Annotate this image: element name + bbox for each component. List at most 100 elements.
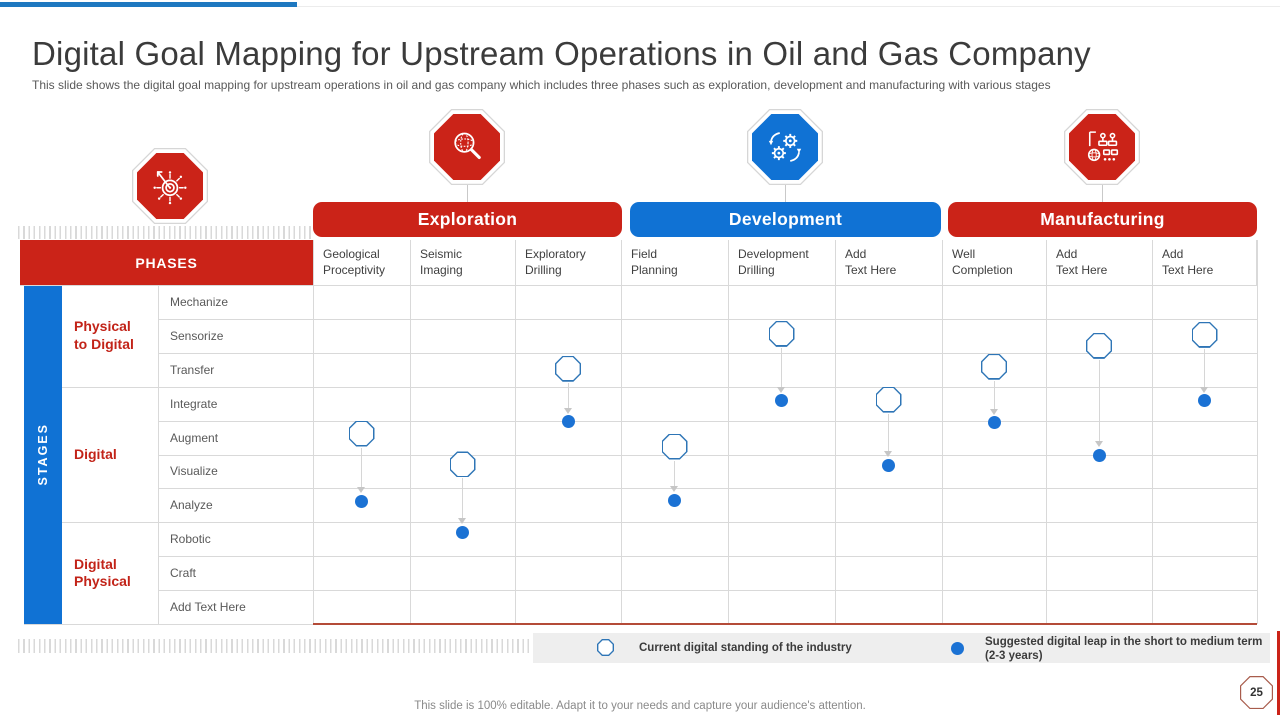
suggested-leap-dot [1092, 448, 1106, 462]
column-header: Add Text Here [1152, 240, 1257, 285]
grid-line [158, 386, 1257, 388]
grid-line [835, 240, 836, 285]
column-header: Development Drilling [728, 240, 835, 285]
target-circuit-icon [132, 148, 208, 224]
legend-current-marker-icon [597, 639, 614, 656]
leap-arrow-head [989, 408, 998, 415]
top-accent-bar [0, 2, 297, 7]
goal-mapping-table: PHASES STAGES Geological Proceptivity Sei… [20, 240, 1258, 625]
page-subtitle: This slide shows the digital goal mappin… [32, 78, 1051, 92]
stage-group-label: Digital [74, 445, 117, 462]
hatch-texture-bottom [18, 639, 532, 653]
hatch-texture-top [18, 226, 314, 239]
table-bottom-accent-line [313, 623, 1257, 625]
column-header: Well Completion [942, 240, 1046, 285]
leap-arrow-line [993, 380, 995, 409]
stage-group-label: Physical to Digital [74, 318, 134, 352]
legend-current-label: Current digital standing of the industry [639, 642, 852, 654]
leap-arrow-head [1200, 386, 1208, 393]
suggested-leap-dot [561, 415, 575, 429]
grid-line [158, 318, 1257, 320]
legend-suggested-label: Suggested digital leap in the short to m… [985, 636, 1263, 663]
suggested-leap-dot [456, 525, 469, 539]
phase-bar-manufacturing: Manufacturing [948, 202, 1257, 237]
column-header: Geological Proceptivity [313, 240, 410, 285]
icon-connector-line [785, 185, 786, 203]
grid-line [20, 285, 1257, 286]
leap-arrow-head [884, 451, 892, 458]
stage-row-label: Analyze [170, 498, 213, 513]
stage-row-label: Sensorize [170, 328, 224, 343]
leap-arrow-line [1204, 348, 1205, 387]
current-standing-marker [1086, 332, 1112, 359]
grid-line [158, 352, 1257, 354]
icon-connector-line [467, 185, 468, 203]
grid-line [1046, 240, 1047, 285]
column-header: Exploratory Drilling [515, 240, 621, 285]
phase-bar-development: Development [630, 202, 941, 237]
leap-arrow-line [361, 447, 362, 488]
suggested-leap-dot [1198, 394, 1211, 408]
stage-row-label: Augment [170, 430, 219, 445]
current-standing-marker [555, 355, 581, 382]
stages-axis-bar: STAGES [24, 285, 62, 624]
stage-row-label: Craft [170, 566, 197, 581]
page-number-badge: 25 [1240, 676, 1273, 709]
grid-line [158, 454, 1257, 456]
stage-group-label: Digital Physical [74, 555, 131, 590]
suggested-leap-dot [775, 394, 788, 408]
current-standing-marker [661, 433, 688, 460]
column-header: Seismic Imaging [410, 240, 515, 285]
magnifier-globe-icon [429, 109, 505, 185]
current-standing-marker [768, 320, 795, 347]
stage-row-label: Add Text Here [170, 600, 246, 615]
leap-arrow-head [458, 518, 466, 525]
grid-line [1257, 285, 1258, 624]
phases-header-cell: PHASES [20, 240, 313, 285]
right-accent-bar [1277, 631, 1280, 715]
leap-arrow-head [670, 486, 678, 493]
factory-automation-icon [1064, 109, 1140, 185]
grid-line [1152, 240, 1153, 285]
grid-line [728, 240, 729, 285]
footer-note: This slide is 100% editable. Adapt it to… [414, 700, 866, 712]
stage-row-label: Integrate [170, 396, 218, 411]
current-standing-marker [348, 420, 375, 447]
phase-label: Manufacturing [1040, 209, 1165, 229]
grid-line [313, 240, 314, 285]
leap-arrow-head [563, 407, 572, 414]
leap-arrow-head [1094, 441, 1103, 448]
leap-arrow-line [1098, 359, 1100, 442]
grid-line [158, 420, 1257, 422]
grid-line [621, 240, 622, 285]
current-standing-marker [449, 451, 476, 478]
current-standing-marker [875, 386, 902, 413]
page-number: 25 [1241, 677, 1272, 708]
phase-label: Development [728, 209, 843, 229]
grid-line [410, 240, 411, 285]
icon-connector-line [1102, 185, 1103, 203]
column-header: Add Text Here [1046, 240, 1152, 285]
suggested-leap-dot [987, 416, 1001, 430]
leap-arrow-head [357, 487, 365, 494]
stages-axis-label: STAGES [36, 423, 50, 486]
legend-bar: Current digital standing of the industry… [533, 633, 1270, 663]
column-header: Add Text Here [835, 240, 942, 285]
top-divider-line [0, 6, 1280, 7]
grid-line [62, 522, 158, 524]
leap-arrow-line [462, 478, 463, 519]
leap-arrow-line [674, 460, 675, 487]
stage-row-label: Mechanize [170, 294, 229, 309]
grid-line [158, 488, 1257, 490]
current-standing-marker [981, 353, 1007, 380]
suggested-leap-dot [668, 493, 681, 507]
grid-line [158, 590, 1257, 592]
grid-line [158, 522, 1257, 524]
page-title: Digital Goal Mapping for Upstream Operat… [32, 35, 1091, 73]
leap-arrow-line [781, 347, 782, 387]
leap-arrow-line [888, 413, 889, 452]
suggested-leap-dot [355, 494, 368, 508]
leap-arrow-head [777, 386, 785, 393]
stage-row-label: Robotic [170, 532, 211, 547]
